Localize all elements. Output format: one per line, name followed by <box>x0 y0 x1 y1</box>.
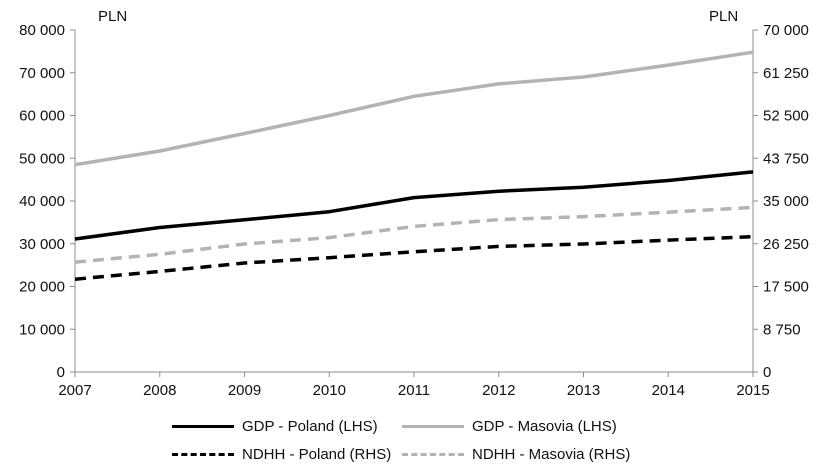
series-line-gdp-masovia-lhs <box>74 50 754 167</box>
x-axis-tick-label: 2011 <box>398 382 430 399</box>
left-axis-tick-label: 30 000 <box>19 236 65 253</box>
left-axis-tick-label: 0 <box>57 364 65 381</box>
legend-label: NDHH - Masovia (RHS) <box>472 445 631 463</box>
legend-label: GDP - Masovia (LHS) <box>472 417 617 435</box>
x-axis-tick-label: 2013 <box>567 382 600 399</box>
chart-series <box>74 50 754 281</box>
legend-swatch <box>172 452 234 456</box>
legend-label: GDP - Poland (LHS) <box>242 417 378 435</box>
right-axis-unit-label: PLN <box>709 8 738 25</box>
left-axis-tick-label: 20 000 <box>19 279 65 296</box>
right-axis-tick-label: 0 <box>763 364 771 381</box>
right-axis-tick-label: 26 250 <box>763 236 809 253</box>
legend-swatch <box>402 452 464 456</box>
x-axis-tick-label: 2008 <box>143 382 176 399</box>
chart-tick-labels: 0 10 000 20 000 30 000 40 000 50 000 60 000 70 … <box>19 22 809 399</box>
legend-item-ndhh-poland: NDHH - Poland (RHS) <box>172 442 391 466</box>
left-axis-tick-label: 70 000 <box>19 65 65 82</box>
left-axis-tick-label: 50 000 <box>19 150 65 167</box>
right-axis-tick-label: 8 750 <box>763 321 801 338</box>
x-axis-tick-label: 2014 <box>652 382 685 399</box>
left-axis-unit-label: PLN <box>98 8 127 25</box>
legend-swatch <box>172 424 234 428</box>
legend-item-gdp-masovia: GDP - Masovia (LHS) <box>402 414 617 438</box>
x-axis-tick-label: 2012 <box>482 382 515 399</box>
x-axis-tick-label: 2010 <box>313 382 346 399</box>
legend-label: NDHH - Poland (RHS) <box>242 445 392 463</box>
x-axis-tick-label: 2007 <box>58 382 91 399</box>
chart-legend: GDP - Poland (LHS) GDP - Masovia (LHS) N… <box>0 408 819 468</box>
legend-swatch <box>402 424 464 428</box>
chart-axes <box>70 29 758 377</box>
x-axis-tick-label: 2009 <box>228 382 261 399</box>
series-line-ndhh-masovia-rhs <box>74 205 754 264</box>
legend-item-ndhh-masovia: NDHH - Masovia (RHS) <box>402 442 630 466</box>
right-axis-tick-label: 52 500 <box>763 108 809 125</box>
right-axis-tick-label: 43 750 <box>763 150 809 167</box>
left-axis-tick-label: 10 000 <box>19 321 65 338</box>
right-axis-tick-label: 70 000 <box>763 22 809 39</box>
left-axis-tick-label: 80 000 <box>19 22 65 39</box>
left-axis-tick-label: 40 000 <box>19 193 65 210</box>
series-line-ndhh-poland-rhs <box>74 234 754 281</box>
x-axis-tick-label: 2015 <box>736 382 769 399</box>
series-line-gdp-poland-lhs <box>74 170 754 241</box>
right-axis-tick-label: 17 500 <box>763 279 809 296</box>
legend-item-gdp-poland: GDP - Poland (LHS) <box>172 414 378 438</box>
line-chart: 0 10 000 20 000 30 000 40 000 50 000 60 000 70 … <box>19 8 809 399</box>
right-axis-tick-label: 61 250 <box>763 65 809 82</box>
right-axis-tick-label: 35 000 <box>763 193 809 210</box>
left-axis-tick-label: 60 000 <box>19 108 65 125</box>
